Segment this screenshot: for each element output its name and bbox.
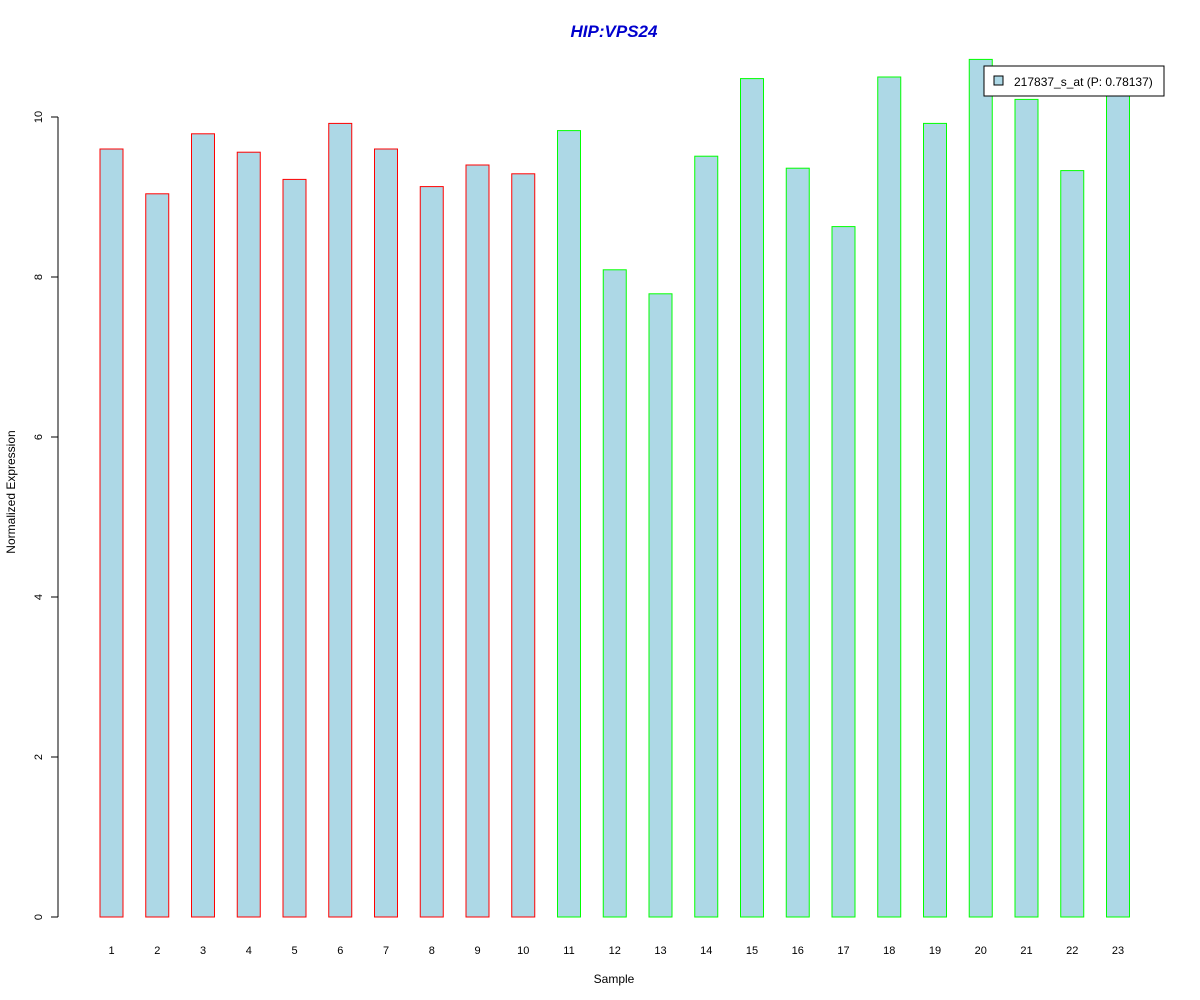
- x-tick-label: 6: [337, 945, 343, 957]
- bar-2: [145, 193, 170, 918]
- bar-4: [236, 151, 261, 918]
- bar-16: [785, 167, 810, 918]
- y-tick-label: 6: [33, 434, 45, 440]
- x-tick-label: 22: [1066, 945, 1078, 957]
- x-tick-label: 14: [700, 945, 712, 957]
- x-tick-label: 2: [154, 945, 160, 957]
- x-tick-label: 17: [837, 945, 849, 957]
- x-tick-label: 7: [383, 945, 389, 957]
- x-tick-label: 13: [654, 945, 666, 957]
- bar-12: [602, 269, 627, 918]
- legend-label: 217837_s_at (P: 0.78137): [1014, 75, 1153, 89]
- bar-17: [831, 226, 856, 918]
- legend: 217837_s_at (P: 0.78137): [983, 65, 1165, 97]
- bar-23: [1106, 88, 1130, 918]
- bar-19: [923, 122, 947, 918]
- bar-21: [1014, 98, 1039, 918]
- y-tick-label: 4: [33, 594, 45, 600]
- x-tick-label: 16: [792, 945, 804, 957]
- x-tick-label: 9: [474, 945, 480, 957]
- bar-3: [191, 133, 215, 918]
- legend-box: [983, 65, 1165, 97]
- bar-22: [1060, 170, 1085, 918]
- bar-1: [99, 148, 124, 918]
- x-tick-label: 15: [746, 945, 758, 957]
- bar-18: [877, 76, 902, 918]
- y-tick-label: 10: [33, 111, 45, 123]
- x-tick-label: 18: [883, 945, 895, 957]
- bar-5: [282, 178, 307, 918]
- legend-swatch: [993, 75, 1004, 86]
- bar-14: [694, 155, 719, 918]
- x-tick-label: 12: [609, 945, 621, 957]
- y-tick-label: 8: [33, 274, 45, 280]
- x-tick-label: 10: [517, 945, 529, 957]
- bars: [99, 58, 1130, 918]
- x-tick-label: 1: [108, 945, 114, 957]
- bar-13: [648, 293, 673, 918]
- x-tick-label: 5: [291, 945, 297, 957]
- bar-10: [511, 173, 536, 918]
- bar-7: [374, 148, 398, 918]
- bar-8: [419, 186, 444, 918]
- bar-11: [557, 130, 581, 918]
- y-axis-label: Normalized Expression: [4, 430, 18, 553]
- x-axis-label: Sample: [594, 972, 635, 986]
- bar-6: [328, 122, 353, 918]
- x-tick-labels: 1 2 3 4 5 6 7 8 9 10 11 12 13 14 15 16 17 18 19 20 21 22 23: [108, 945, 1124, 957]
- x-tick-label: 20: [975, 945, 987, 957]
- chart-title: HIP:VPS24: [571, 22, 658, 41]
- y-tick-label: 2: [33, 754, 45, 760]
- x-tick-label: 4: [246, 945, 252, 957]
- x-tick-label: 3: [200, 945, 206, 957]
- x-tick-label: 23: [1112, 945, 1124, 957]
- y-axis: 0 2 4 6 8 10: [33, 111, 59, 920]
- x-tick-label: 19: [929, 945, 941, 957]
- y-tick-label: 0: [33, 914, 45, 920]
- x-tick-label: 21: [1020, 945, 1032, 957]
- bar-9: [465, 164, 490, 918]
- x-tick-label: 8: [429, 945, 435, 957]
- bar-20: [968, 58, 993, 918]
- x-tick-label: 11: [563, 945, 574, 957]
- bar-15: [740, 78, 764, 918]
